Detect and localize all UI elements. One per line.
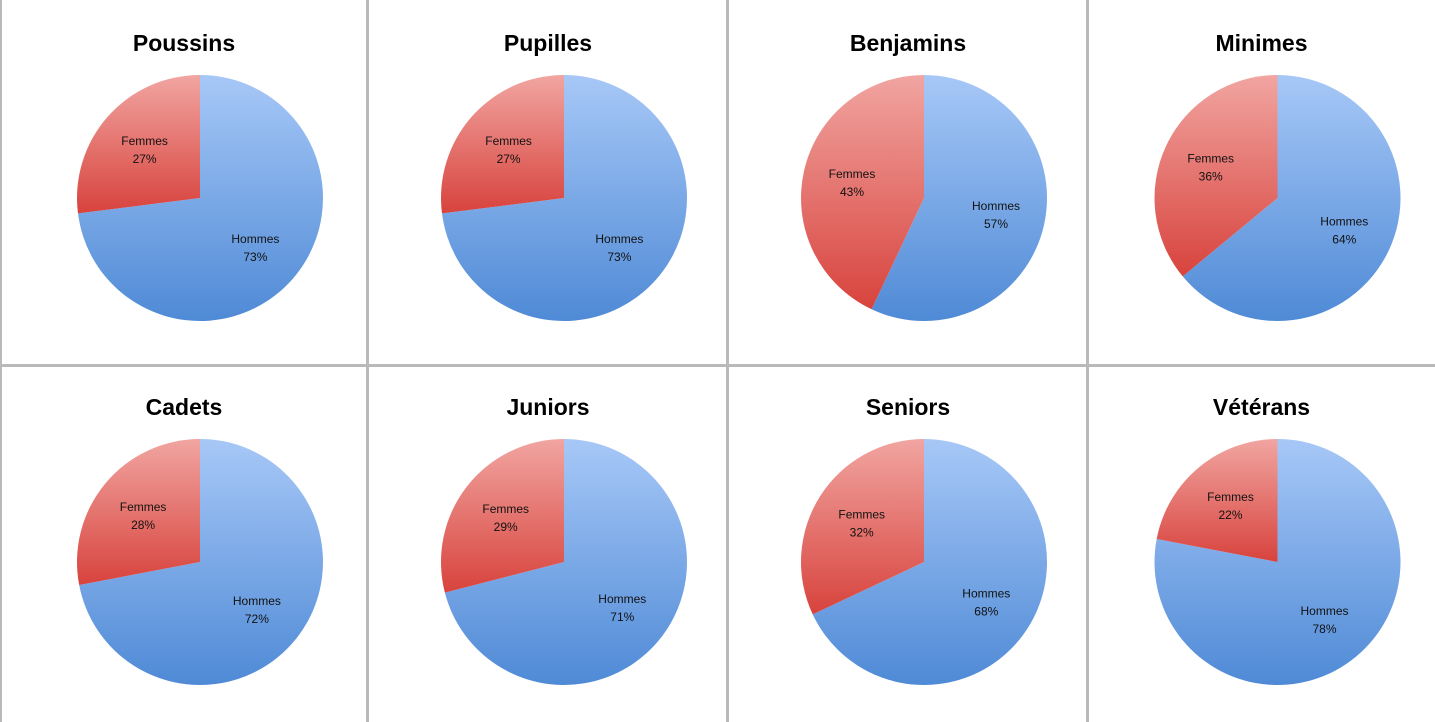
pie-slice-femmes (440, 75, 564, 214)
slice-label: Femmes (121, 134, 168, 148)
grid-divider (1086, 0, 1089, 722)
chart-title: Poussins (132, 30, 236, 56)
slice-percent: 29% (494, 520, 518, 534)
slice-label: Femmes (1187, 152, 1234, 166)
pie-chart: Hommes 72% Femmes 28% (77, 439, 324, 685)
pie-slice-hommes (1154, 439, 1401, 685)
chart-panel-pupilles: Pupilles Hommes 73% Femmes 27% (368, 0, 728, 364)
slice-percent: 43% (840, 185, 864, 199)
chart-panel-benjamins: Benjamins Hommes 57% Femmes 43% (728, 0, 1088, 364)
slice-percent: 36% (1199, 170, 1223, 184)
pie-chart: Hommes 57% Femmes 43% (801, 74, 1048, 322)
chart-title: Pupilles (503, 30, 593, 56)
slice-percent: 28% (131, 518, 155, 532)
pie-slice-hommes (812, 439, 1048, 685)
slice-label: Hommes (972, 199, 1020, 213)
pie-chart: Hommes 73% Femmes 27% (440, 75, 687, 321)
chart-panel-veterans: Vétérans Hommes 78% Femmes 22% (1088, 364, 1435, 722)
pie-chart: Hommes 71% Femmes 29% (440, 439, 687, 685)
slice-label: Femmes (482, 502, 529, 516)
pie-slice-hommes (79, 439, 324, 685)
pie-slice-femmes (76, 75, 200, 214)
slice-label: Hommes (231, 232, 279, 246)
grid-divider (366, 0, 369, 722)
chart-title: Benjamins (849, 30, 967, 56)
slice-label: Femmes (485, 134, 532, 148)
chart-panel-juniors: Juniors Hommes 71% Femmes 29% (368, 364, 728, 722)
chart-title: Cadets (145, 394, 223, 420)
slice-label: Femmes (838, 508, 885, 522)
slice-label: Femmes (829, 167, 876, 181)
slice-label: Femmes (120, 500, 167, 514)
chart-panel-cadets: Cadets Hommes 72% Femmes 28% (0, 364, 368, 722)
chart-title: Vétérans (1212, 394, 1311, 420)
slice-label: Hommes (233, 594, 281, 608)
slice-percent: 32% (850, 526, 874, 540)
pie-slice-hommes (871, 74, 1048, 322)
pie-slice-femmes (440, 439, 564, 593)
chart-panel-seniors: Seniors Hommes 68% Femmes 32% (728, 364, 1088, 722)
slice-percent: 78% (1312, 622, 1336, 636)
grid-divider (726, 0, 729, 722)
pie-slice-hommes (441, 75, 687, 321)
slice-percent: 27% (133, 152, 157, 166)
chart-title: Minimes (1215, 30, 1308, 56)
grid-divider (0, 364, 1435, 367)
slice-label: Hommes (595, 232, 643, 246)
slice-percent: 68% (974, 605, 998, 619)
grid-border (0, 0, 2, 722)
pie-chart: Hommes 68% Femmes 32% (801, 439, 1048, 685)
chart-panel-minimes: Minimes Hommes 64% Femmes 36% (1088, 0, 1435, 364)
chart-title: Seniors (865, 394, 951, 420)
pie-slice-femmes (77, 439, 200, 586)
slice-label: Hommes (1320, 214, 1368, 228)
pie-slice-femmes (801, 75, 924, 310)
chart-panel-poussins: Poussins Hommes 73% Femmes 27% (0, 0, 368, 364)
slice-percent: 22% (1218, 508, 1242, 522)
pie-slice-femmes (1154, 75, 1278, 277)
slice-percent: 57% (984, 217, 1008, 231)
pie-slice-femmes (801, 439, 924, 615)
slice-percent: 73% (607, 250, 631, 264)
slice-label: Hommes (1300, 604, 1348, 618)
slice-label: Hommes (598, 592, 646, 606)
pie-slice-femmes (1156, 439, 1278, 562)
pie-chart: Hommes 64% Femmes 36% (1154, 75, 1401, 321)
slice-percent: 71% (610, 610, 634, 624)
chart-title: Juniors (506, 394, 590, 420)
slice-label: Hommes (962, 587, 1010, 601)
pie-chart: Hommes 78% Femmes 22% (1154, 439, 1401, 685)
pie-chart: Hommes 73% Femmes 27% (76, 75, 323, 321)
slice-percent: 27% (497, 152, 521, 166)
pie-slice-hommes (1182, 75, 1401, 321)
slice-percent: 72% (245, 612, 269, 626)
slice-percent: 64% (1332, 232, 1356, 246)
slice-label: Femmes (1207, 490, 1254, 504)
pie-slice-hommes (77, 75, 323, 321)
pie-slice-hommes (444, 439, 687, 685)
slice-percent: 73% (243, 250, 267, 264)
